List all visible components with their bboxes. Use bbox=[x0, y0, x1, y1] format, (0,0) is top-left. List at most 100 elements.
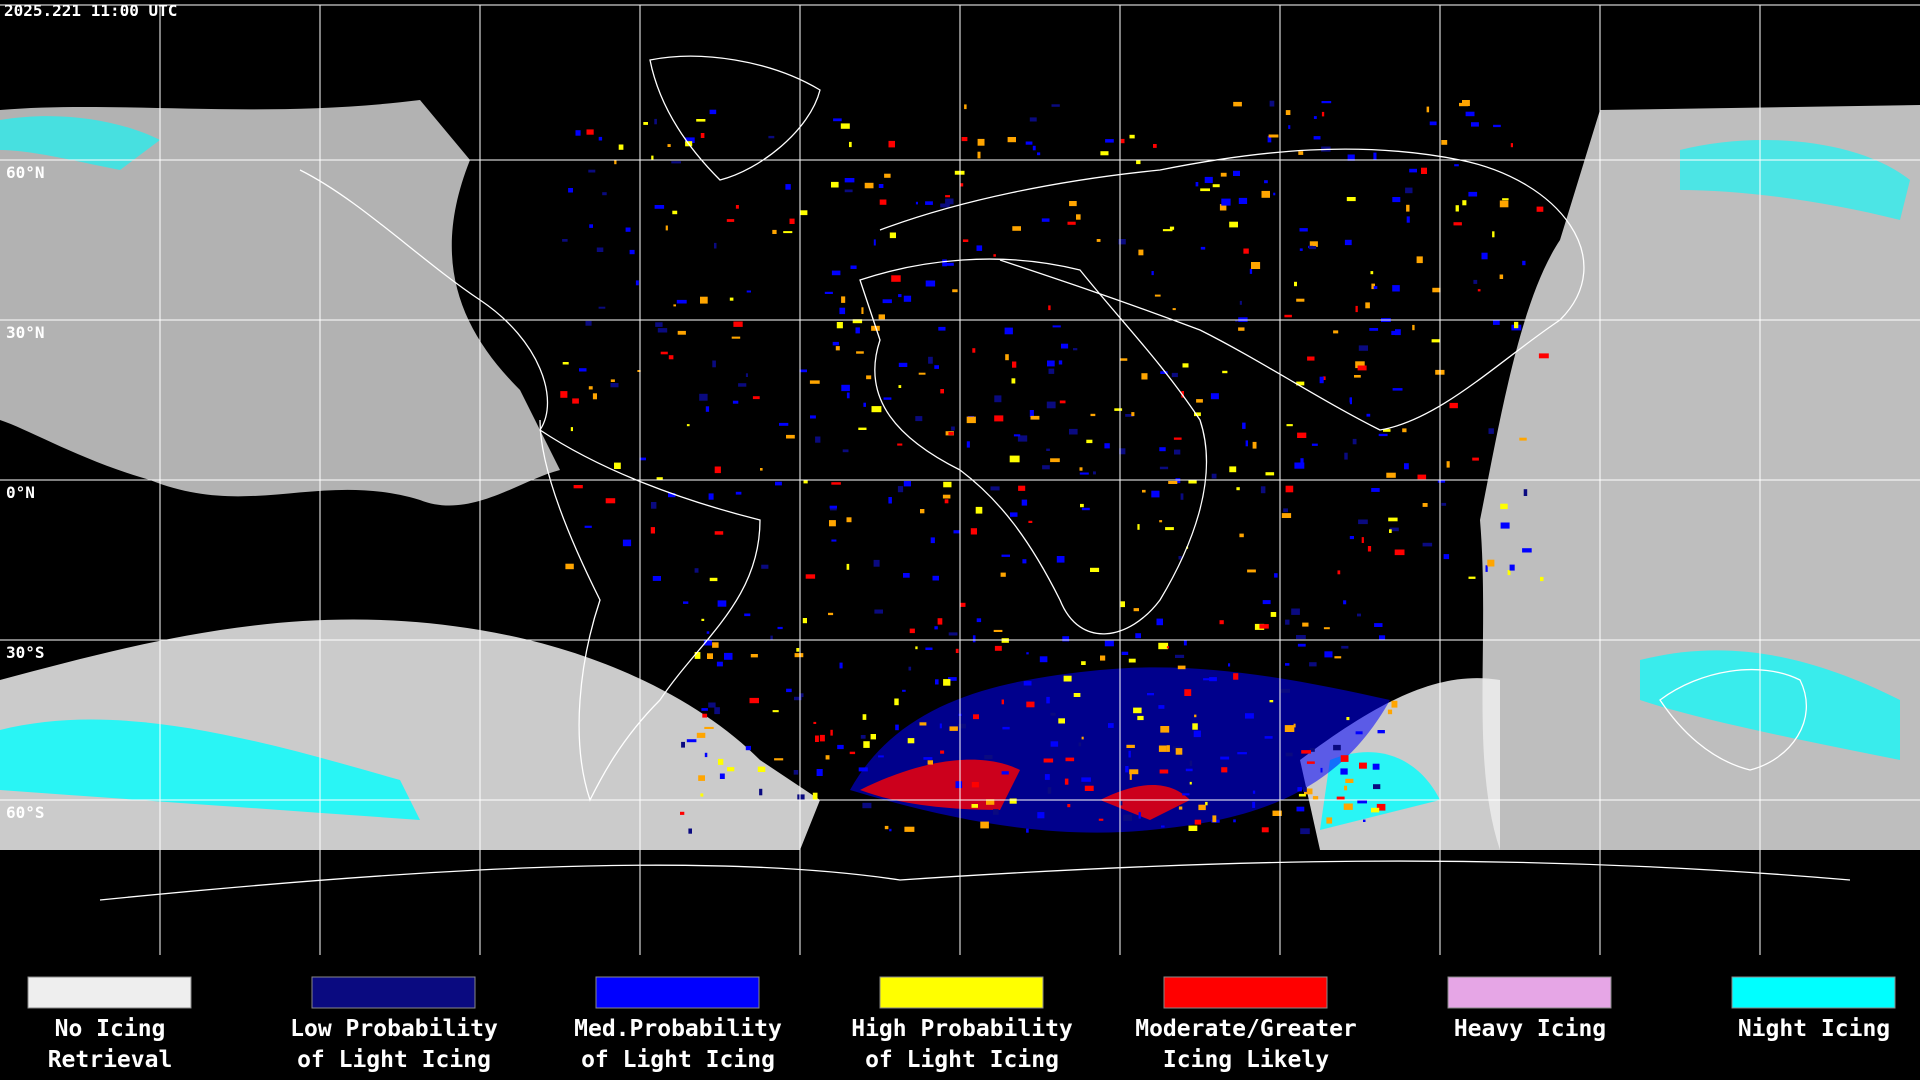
speckle bbox=[994, 415, 1004, 422]
icing-region bbox=[1100, 785, 1190, 820]
speckle bbox=[746, 290, 751, 293]
speckle bbox=[972, 348, 976, 353]
speckle bbox=[1029, 410, 1034, 417]
speckle bbox=[903, 573, 910, 578]
speckle bbox=[960, 602, 966, 607]
speckle bbox=[1235, 319, 1238, 322]
speckle bbox=[1412, 324, 1415, 331]
speckle bbox=[1319, 376, 1324, 384]
speckle bbox=[1203, 678, 1212, 681]
speckle bbox=[800, 210, 808, 216]
speckle bbox=[955, 648, 959, 653]
speckle bbox=[1251, 262, 1261, 269]
speckle bbox=[686, 424, 690, 427]
speckle bbox=[1196, 399, 1203, 403]
speckle bbox=[1262, 600, 1271, 605]
speckle bbox=[898, 385, 902, 388]
speckle bbox=[980, 821, 989, 829]
speckle bbox=[1252, 441, 1257, 449]
speckle bbox=[677, 330, 686, 335]
speckle bbox=[1059, 400, 1066, 404]
speckle bbox=[1392, 197, 1401, 203]
speckle bbox=[833, 118, 842, 122]
speckle bbox=[772, 229, 777, 234]
speckle bbox=[866, 375, 872, 380]
speckle bbox=[898, 362, 908, 367]
speckle bbox=[1247, 569, 1256, 573]
legend-label: High Probability bbox=[851, 1016, 1073, 1042]
speckle bbox=[1073, 693, 1081, 697]
speckle bbox=[894, 698, 899, 706]
speckle bbox=[942, 259, 947, 267]
speckle bbox=[943, 262, 954, 266]
speckle bbox=[951, 426, 955, 431]
speckle bbox=[726, 219, 735, 222]
speckle bbox=[671, 161, 681, 164]
speckle bbox=[1171, 372, 1178, 378]
speckle bbox=[1166, 745, 1170, 752]
speckle bbox=[1302, 622, 1309, 627]
speckle bbox=[839, 307, 846, 315]
coastlines bbox=[99, 55, 1851, 901]
speckle bbox=[1312, 796, 1319, 800]
speckle bbox=[1062, 636, 1070, 642]
speckle bbox=[994, 645, 1002, 651]
speckle bbox=[1159, 520, 1163, 523]
speckle bbox=[1371, 807, 1380, 813]
speckle bbox=[915, 201, 918, 205]
speckle bbox=[1309, 241, 1318, 247]
speckle bbox=[1405, 187, 1413, 194]
speckle bbox=[993, 254, 996, 257]
speckle bbox=[1051, 104, 1060, 107]
speckle bbox=[1022, 559, 1027, 564]
speckle bbox=[1198, 804, 1206, 811]
speckle bbox=[879, 199, 887, 205]
speckle bbox=[699, 393, 708, 401]
speckle bbox=[1509, 564, 1515, 571]
speckle bbox=[1147, 693, 1154, 696]
speckle bbox=[654, 118, 657, 125]
speckle bbox=[668, 493, 676, 498]
speckle bbox=[973, 714, 979, 720]
speckle bbox=[614, 160, 617, 165]
speckle bbox=[1046, 696, 1050, 704]
speckle bbox=[1285, 752, 1293, 757]
speckle bbox=[889, 828, 892, 832]
speckle bbox=[1333, 744, 1341, 751]
speckle bbox=[1361, 537, 1364, 543]
speckle bbox=[694, 652, 701, 659]
legend: No Icing Retrieval Low Probability of Light… bbox=[27, 976, 1896, 1073]
speckle bbox=[1313, 116, 1317, 119]
speckle bbox=[1387, 709, 1393, 715]
speckle bbox=[1161, 825, 1165, 828]
speckle bbox=[1212, 184, 1220, 188]
speckle bbox=[976, 245, 983, 251]
speckle bbox=[579, 368, 587, 372]
speckle bbox=[745, 373, 748, 377]
speckle bbox=[560, 391, 568, 398]
latitude-label: 60°S bbox=[6, 803, 45, 822]
speckle bbox=[750, 654, 758, 658]
speckle bbox=[1041, 218, 1050, 222]
speckle bbox=[942, 494, 951, 499]
speckle bbox=[1437, 479, 1446, 483]
speckle bbox=[667, 144, 671, 147]
speckle bbox=[828, 612, 834, 616]
speckle bbox=[709, 577, 718, 582]
speckle bbox=[1402, 428, 1407, 433]
speckle bbox=[696, 732, 706, 738]
speckle bbox=[1189, 781, 1192, 785]
speckle bbox=[1156, 618, 1163, 626]
speckle bbox=[657, 328, 668, 333]
speckle bbox=[1135, 633, 1141, 639]
speckle bbox=[1125, 766, 1129, 773]
speckle bbox=[1222, 370, 1228, 374]
speckle bbox=[1013, 434, 1021, 437]
speckle bbox=[1219, 204, 1227, 211]
speckle bbox=[584, 525, 592, 528]
speckle bbox=[714, 242, 717, 249]
speckle bbox=[1352, 438, 1357, 445]
speckle bbox=[1281, 513, 1292, 518]
speckle bbox=[1472, 457, 1479, 461]
speckle bbox=[1340, 768, 1348, 775]
